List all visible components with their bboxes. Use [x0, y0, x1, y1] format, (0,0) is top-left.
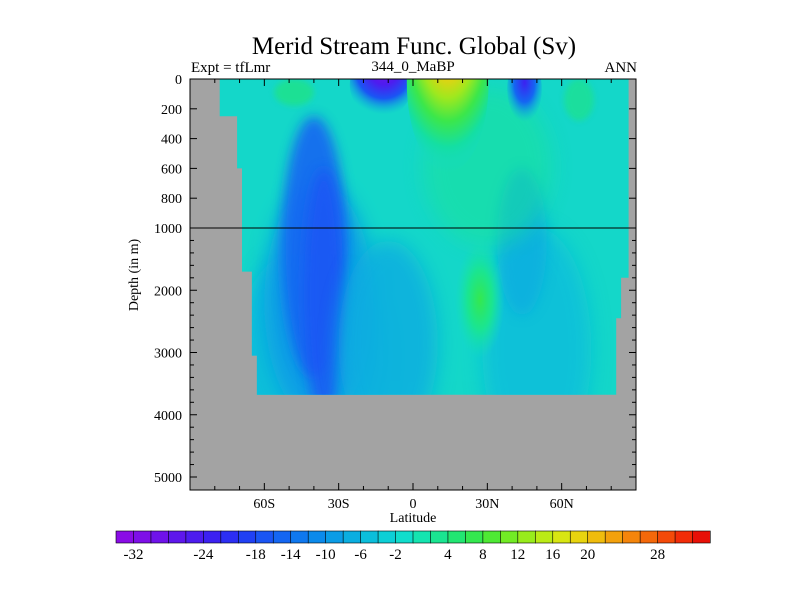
- colorbar-label: -2: [389, 547, 402, 563]
- colorbar-label: -24: [193, 547, 213, 563]
- colorbar-box: [220, 530, 239, 544]
- y-tick-label: 800: [161, 192, 182, 207]
- depth-axis: 0 200 400 600 800 1000 2000 3000 4000 5000: [154, 73, 636, 486]
- colorbar-label: 16: [545, 547, 561, 563]
- x-tick-label: 0: [410, 497, 417, 512]
- colorbar-box: [395, 530, 414, 544]
- chart-title: Merid Stream Func. Global (Sv): [252, 33, 576, 60]
- y-tick-label: 5000: [154, 471, 182, 486]
- y-tick-label: 4000: [154, 409, 182, 424]
- colorbar-box: [447, 530, 467, 544]
- y-tick-label: 600: [161, 162, 182, 177]
- colorbar-box: [517, 530, 536, 544]
- y-tick-label: 200: [161, 103, 182, 118]
- colorbar-box: [307, 530, 327, 544]
- southern-surface-cell: [349, 79, 412, 118]
- period-label: 344_0_MaBP: [371, 59, 454, 75]
- colorbar-label: -6: [354, 547, 367, 563]
- colorbar-box: [203, 530, 222, 544]
- colorbar-box: [622, 530, 641, 544]
- colorbar-label: -14: [281, 547, 301, 563]
- colorbar-box: [168, 530, 187, 544]
- colorbar-box: [342, 530, 362, 544]
- y-tick-label: 400: [161, 133, 182, 148]
- colorbar-label: 8: [479, 547, 487, 563]
- experiment-label: Expt = tfLmr: [191, 60, 270, 76]
- colorbar-box: [377, 530, 397, 544]
- surface-green-north: [564, 79, 594, 121]
- colorbar-box: [552, 530, 571, 544]
- colorbar-box: [272, 530, 292, 544]
- nh-deep-green: [455, 240, 505, 359]
- northern-surface-cell: [406, 79, 489, 173]
- y-tick-label: 2000: [154, 284, 182, 299]
- colorbar-box: [150, 530, 170, 544]
- colorbar-label: -18: [246, 547, 266, 563]
- colorbar-box: [639, 530, 659, 544]
- colorbar-box: [500, 530, 519, 544]
- y-axis-label: Depth (in m): [127, 239, 142, 312]
- y-tick-label: 0: [175, 73, 182, 88]
- colorbar-box: [325, 530, 344, 544]
- x-axis-label: Latitude: [390, 511, 437, 526]
- latitude-axis: 60S 30S 0 30N 60N: [214, 79, 612, 512]
- colorbar-label: -32: [124, 547, 144, 563]
- colorbar-label: 28: [650, 547, 665, 563]
- surface-green-south: [274, 79, 314, 106]
- y-tick-label: 3000: [154, 347, 182, 362]
- colorbar: [115, 530, 711, 544]
- colorbar-box: [290, 530, 309, 544]
- colorbar-box: [360, 530, 379, 544]
- southern-cell-deep: [304, 168, 344, 395]
- colorbar-box: [430, 530, 449, 544]
- plot-area: 0 200 400 600 800 1000 2000 3000 4000 5000 60S 30S…: [154, 73, 637, 512]
- colorbar-box: [674, 530, 694, 544]
- subpolar-surface-cell: [507, 79, 542, 122]
- colorbar-box: [237, 530, 257, 544]
- x-tick-label: 30N: [475, 497, 499, 512]
- colorbar-box: [534, 530, 554, 544]
- x-tick-label: 60N: [550, 497, 574, 512]
- colorbar-box: [657, 530, 676, 544]
- colorbar-box: [569, 530, 589, 544]
- colorbar-box: [587, 530, 606, 544]
- colorbar-box: [604, 530, 624, 544]
- y-tick-label: 1000: [154, 222, 182, 237]
- colorbar-box: [133, 530, 152, 544]
- colorbar-box: [482, 530, 501, 544]
- season-label: ANN: [605, 60, 638, 76]
- colorbar-box: [692, 530, 711, 544]
- colorbar-label: 12: [510, 547, 525, 563]
- tropical-column: [338, 240, 438, 395]
- colorbar-label: 4: [444, 547, 452, 563]
- x-tick-label: 30S: [328, 497, 350, 512]
- colorbar-box: [185, 530, 204, 544]
- colorbar-box: [412, 530, 432, 544]
- colorbar-label: -10: [316, 547, 336, 563]
- colorbar-label: 20: [580, 547, 595, 563]
- colorbar-box: [465, 530, 484, 544]
- colorbar-box: [255, 530, 274, 544]
- colorbar-box: [115, 530, 135, 544]
- x-tick-label: 60S: [253, 497, 275, 512]
- colorbar-labels: -32 -24 -18 -14 -10 -6 -2 4 8 12 16 20 28: [124, 547, 666, 563]
- ocean-field: [219, 79, 629, 395]
